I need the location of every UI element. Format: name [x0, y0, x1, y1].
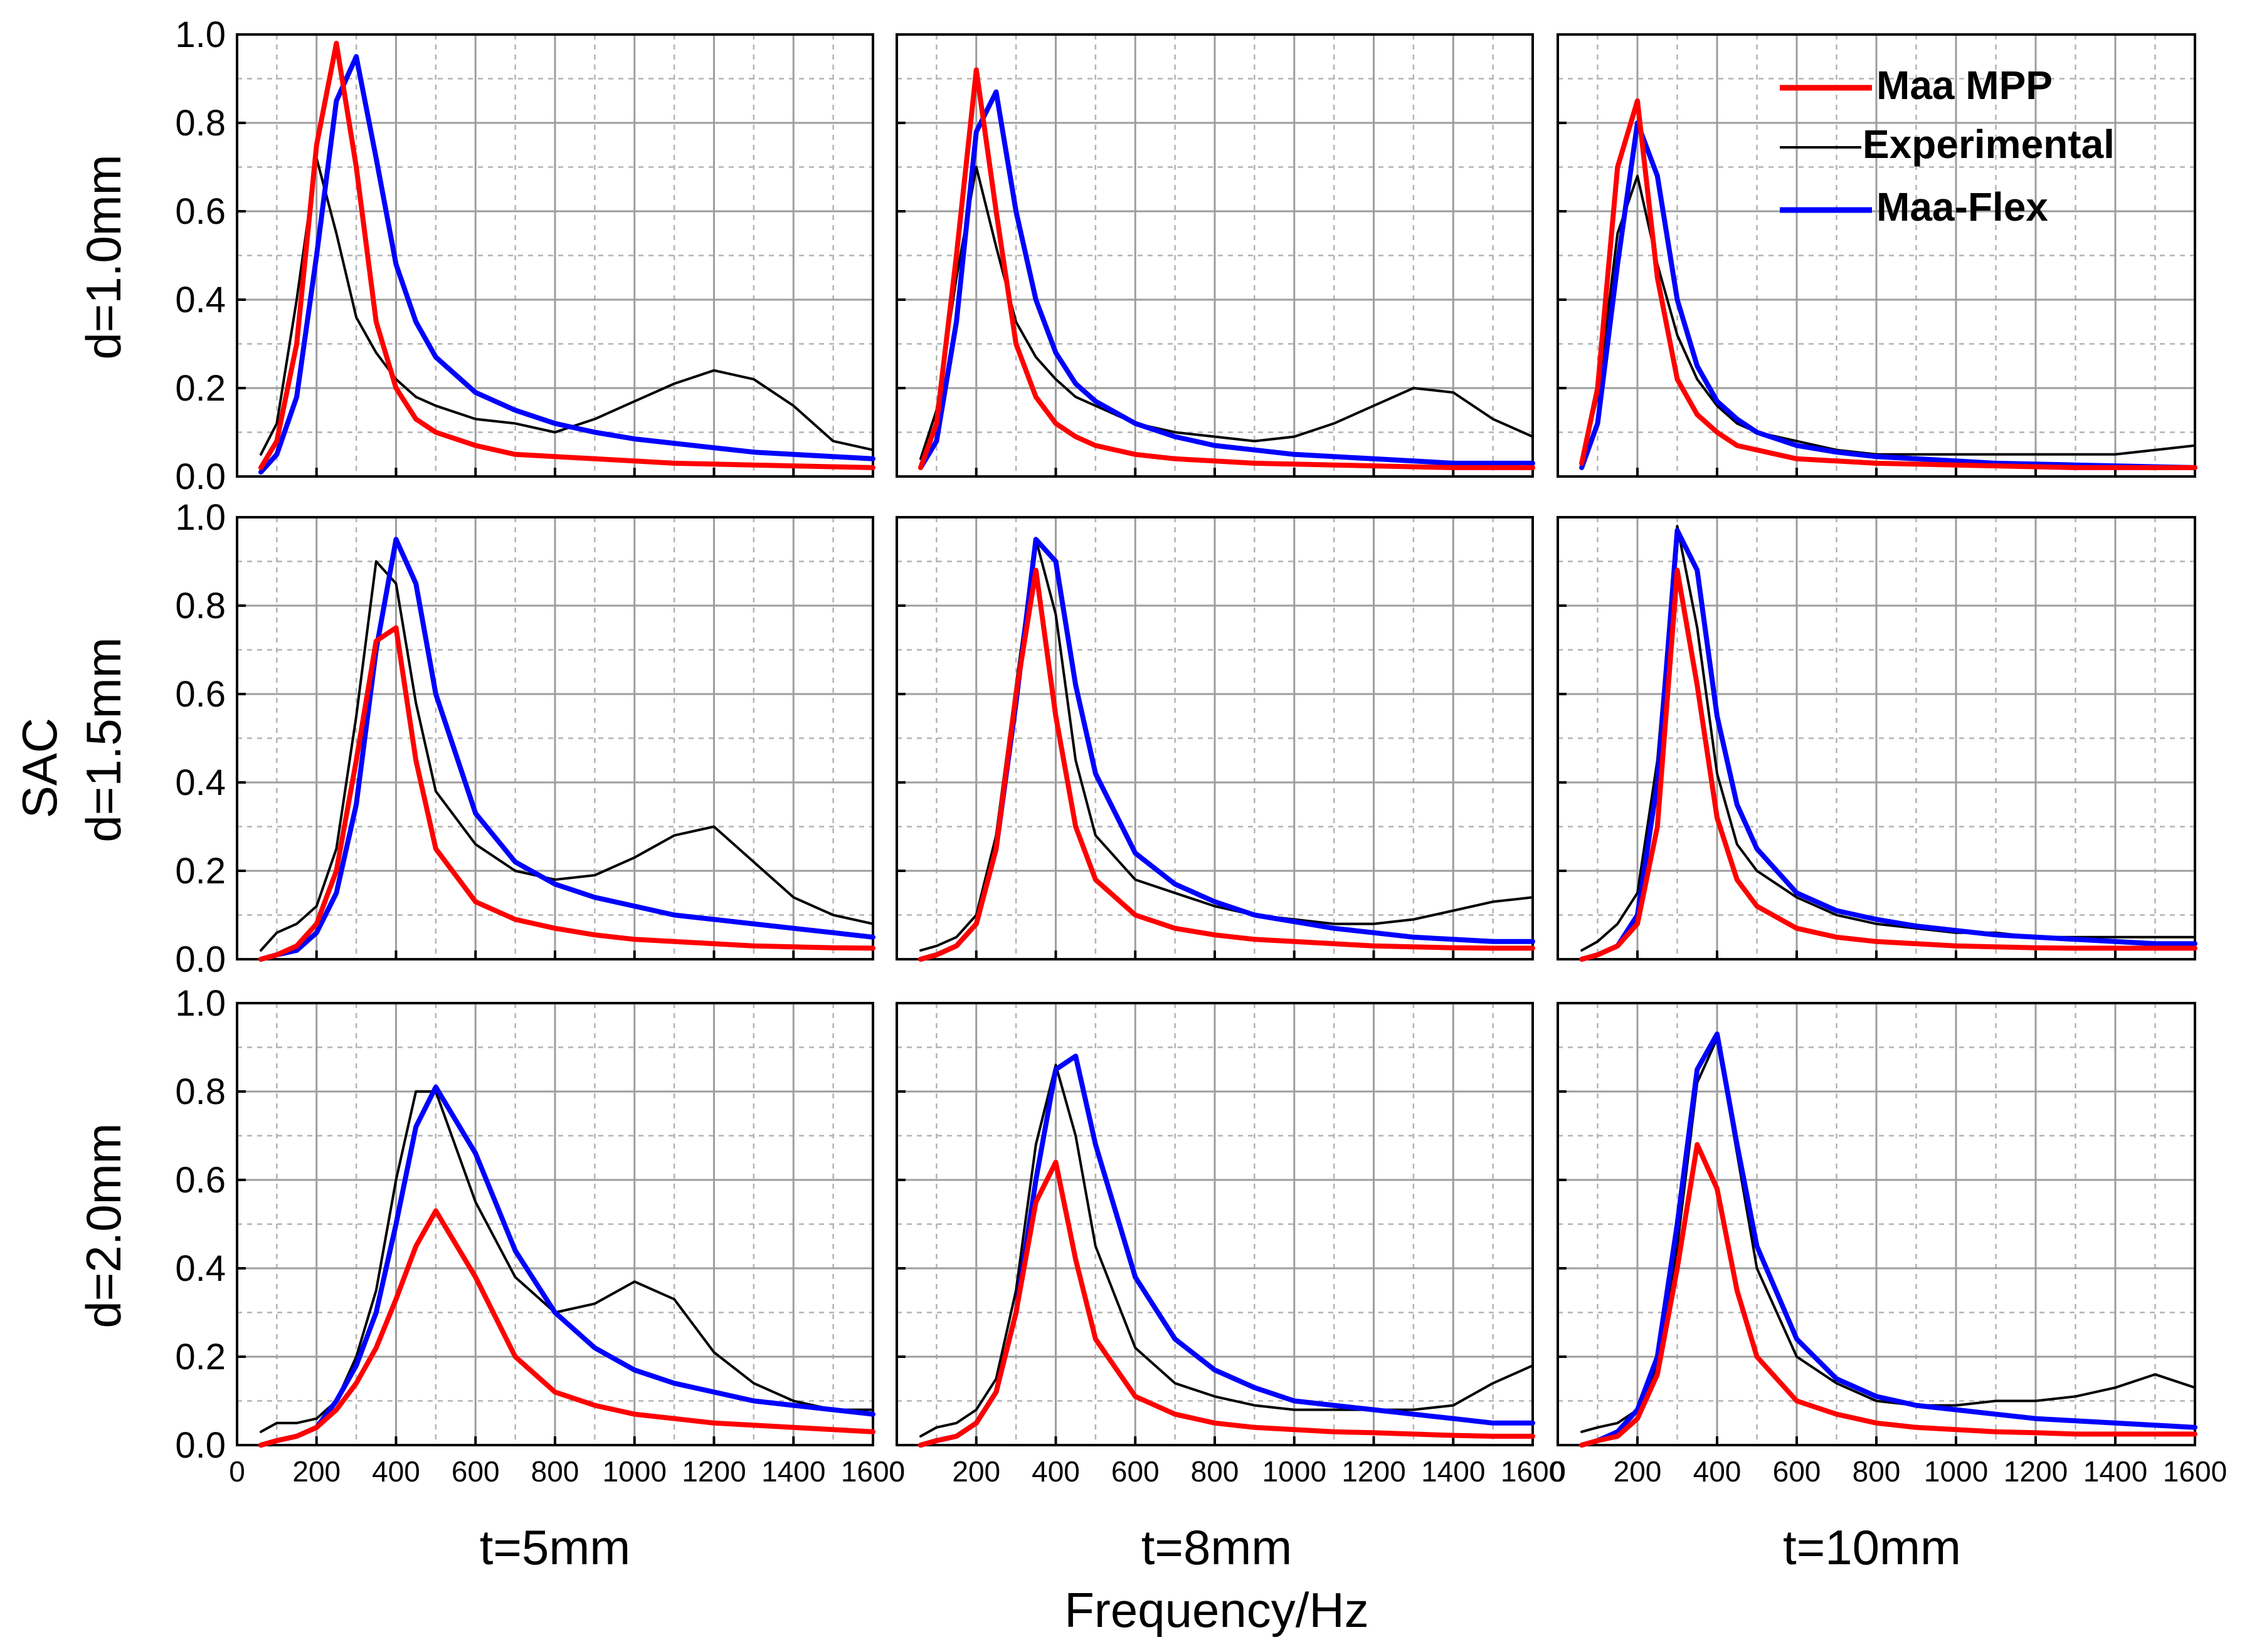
y-tick-label: 0.4	[175, 1248, 226, 1289]
series-line-maa-flex	[918, 89, 1535, 470]
series-line-maa-mpp	[1579, 98, 2197, 470]
x-tick-label: 600	[1773, 1455, 1821, 1488]
series-line-experimental	[919, 1063, 1534, 1438]
x-tick-label: 1600	[841, 1455, 905, 1488]
series-line-maa-flex	[1579, 1031, 2197, 1448]
y-tick-label: 0.4	[175, 762, 226, 803]
panel-r2-c1: 0 200 400 600 800 1000 1200 1400 1600	[889, 1002, 1565, 1488]
x-tick-label: 800	[531, 1455, 579, 1488]
x-tick-label: 0	[889, 1455, 905, 1488]
panel-r2-c0: 0.0 0.2 0.4 0.6 0.8 1.0 0 200 400 600 800 1000 1200 1…	[175, 983, 905, 1488]
column-label-t8: t=8mm	[1141, 1520, 1293, 1575]
y-tick-label: 0.2	[175, 1337, 226, 1377]
x-tick-label: 200	[952, 1455, 1000, 1488]
series-line-experimental	[260, 560, 874, 952]
y-tick-label: 0.6	[175, 191, 226, 232]
row-label-d1: d=1.0mm	[76, 154, 131, 359]
y-tick-label: 0.0	[175, 456, 226, 497]
series-line-maa-flex	[918, 1053, 1535, 1448]
y-tick-label: 0.6	[175, 674, 226, 715]
x-tick-label: 1400	[1421, 1455, 1485, 1488]
y-tick-label: 0.0	[175, 1425, 226, 1466]
x-tick-label: 200	[292, 1455, 341, 1488]
x-tick-label: 0	[1550, 1455, 1566, 1488]
y-tick-label: 0.8	[175, 103, 226, 144]
panel-r2-c2: 0 200 400 600 800 1000 1200 1400 1600	[1550, 1002, 2227, 1488]
series-line-maa-mpp	[258, 41, 875, 470]
x-tick-label: 200	[1614, 1455, 1662, 1488]
x-tick-label: 1000	[1924, 1455, 1988, 1488]
panel-r1-c0: 0.0 0.2 0.4 0.6 0.8 1.0	[175, 497, 875, 980]
panels-group: 0.00.20.40.60.81.00.00.20.40.60.81.00.00…	[175, 14, 2227, 1488]
column-label-t10: t=10mm	[1783, 1520, 1961, 1575]
series-line-maa-flex	[1579, 528, 2197, 962]
y-tick-label: 1.0	[175, 983, 226, 1024]
x-tick-label: 1200	[2004, 1455, 2068, 1488]
y-tick-label: 1.0	[175, 14, 226, 55]
row-label-d2: d=2.0mm	[76, 1123, 131, 1328]
series-line-experimental	[260, 157, 874, 456]
x-tick-label: 1600	[2163, 1455, 2227, 1488]
x-tick-label: 1600	[1501, 1455, 1565, 1488]
x-tick-label: 600	[452, 1455, 500, 1488]
x-tick-label: 1000	[1262, 1455, 1326, 1488]
column-label-t5: t=5mm	[480, 1520, 631, 1575]
y-tick-label: 0.0	[175, 939, 226, 980]
panel-r0-c1	[896, 33, 1535, 478]
x-axis-title: Frequency/Hz	[1064, 1582, 1369, 1638]
series-line-maa-flex	[258, 54, 875, 475]
y-tick-label: 0.6	[175, 1160, 226, 1201]
y-tick-label: 0.4	[175, 280, 226, 320]
legend-label-experimental: Experimental	[1863, 122, 2115, 167]
legend: Maa MPP Experimental Maa-Flex	[1780, 63, 2115, 229]
x-tick-label: 400	[1032, 1455, 1080, 1488]
x-tick-label: 600	[1111, 1455, 1160, 1488]
series-line-maa-mpp	[258, 1208, 875, 1448]
x-tick-label: 800	[1853, 1455, 1901, 1488]
x-tick-label: 0	[229, 1455, 245, 1488]
series-line-experimental	[260, 1090, 874, 1433]
x-tick-label: 1200	[1341, 1455, 1405, 1488]
x-tick-label: 1000	[603, 1455, 667, 1488]
x-tick-label: 400	[372, 1455, 420, 1488]
x-tick-label: 1400	[761, 1455, 825, 1488]
series-line-maa-mpp	[918, 567, 1535, 962]
legend-label-maa-flex: Maa-Flex	[1876, 184, 2048, 229]
x-tick-label: 1200	[682, 1455, 746, 1488]
panel-r1-c2	[1557, 516, 2197, 962]
series-line-maa-mpp	[918, 67, 1535, 470]
x-tick-label: 800	[1191, 1455, 1239, 1488]
series-line-experimental	[919, 538, 1534, 952]
series-line-maa-flex	[258, 537, 875, 962]
y-tick-label: 0.2	[175, 851, 226, 892]
series-line-maa-mpp	[918, 1159, 1535, 1448]
series-line-maa-flex	[918, 537, 1535, 962]
panel-r0-c0: 0.0 0.2 0.4 0.6 0.8 1.0	[175, 14, 875, 497]
y-axis-title: SAC	[12, 718, 67, 818]
legend-label-maa-mpp: Maa MPP	[1876, 63, 2053, 108]
series-line-maa-flex	[1579, 120, 2197, 470]
series-line-experimental	[1580, 174, 2196, 460]
x-tick-label: 1400	[2083, 1455, 2147, 1488]
series-line-maa-mpp	[1579, 1142, 2197, 1448]
row-label-d15: d=1.5mm	[76, 637, 131, 842]
panel-r1-c1	[896, 516, 1535, 962]
y-tick-label: 0.2	[175, 368, 226, 409]
y-tick-label: 1.0	[175, 497, 226, 538]
y-tick-label: 0.8	[175, 586, 226, 626]
series-line-maa-mpp	[258, 625, 875, 962]
series-line-maa-mpp	[1579, 567, 2197, 962]
y-tick-label: 0.8	[175, 1071, 226, 1112]
panel-r0-c2	[1557, 33, 2197, 478]
x-tick-label: 400	[1693, 1455, 1742, 1488]
